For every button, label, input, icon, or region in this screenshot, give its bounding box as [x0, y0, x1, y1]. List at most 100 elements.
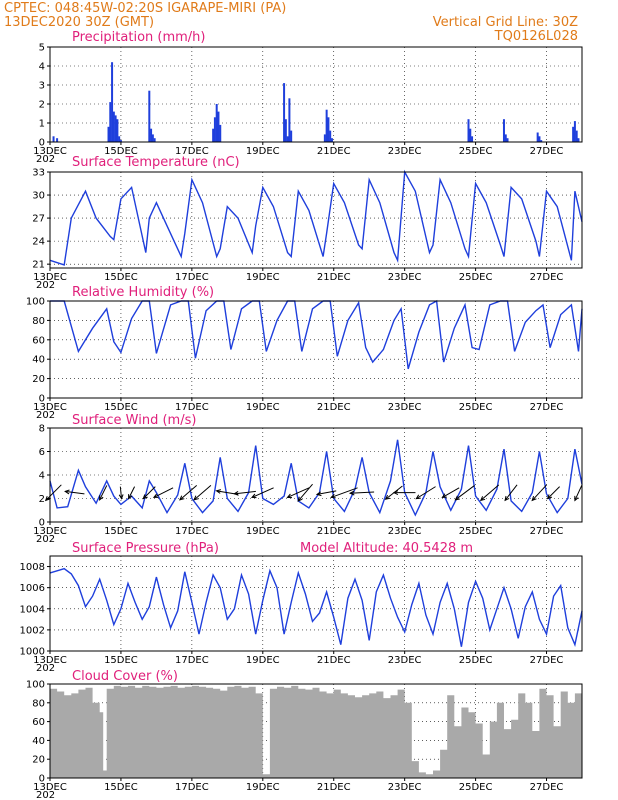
temperature-panel: Surface Temperature (nC) 21 24 27 30 33 13DEC… — [32, 155, 583, 291]
temperature-ytick-label: 30 — [32, 191, 45, 202]
pressure-ytick-label: 1006 — [20, 583, 45, 594]
precip-bar — [212, 128, 215, 142]
wind-arrow-head — [142, 494, 148, 500]
precip-xtick-label: 19DEC — [246, 146, 280, 157]
wind-arrow-head — [574, 495, 579, 502]
wind-arrow-shaft — [331, 487, 358, 498]
temperature-xtick-label: 27DEC — [530, 272, 564, 283]
wind-xtick-label: 21DEC — [317, 526, 351, 537]
wind-arrow — [479, 484, 500, 502]
precip-bar — [504, 134, 507, 142]
header-run-id: TQ0126L028 — [494, 29, 578, 44]
wind-arrow-head — [531, 495, 537, 502]
header-grid-note: Vertical Grid Line: 30Z — [433, 15, 578, 30]
header-date: 13DEC2020 30Z (GMT) — [4, 15, 154, 30]
wind-arrow — [179, 485, 198, 501]
precip-bar — [107, 126, 110, 142]
precip-bar — [290, 130, 293, 142]
temperature-ytick-label: 21 — [32, 260, 45, 271]
cloud-ytick-label: 100 — [26, 680, 45, 691]
pressure-ytick-label: 1002 — [20, 625, 45, 636]
wind-arrow-shaft — [442, 487, 460, 498]
wind-arrow-shaft — [234, 490, 256, 495]
humidity-year-stub: 202 — [36, 410, 55, 421]
precip-xtick-label: 13DEC — [33, 146, 67, 157]
wind-arrow-shaft — [480, 484, 500, 501]
precip-bar — [538, 136, 541, 142]
wind-xtick-label: 15DEC — [104, 526, 138, 537]
wind-xtick-label: 23DEC — [388, 526, 422, 537]
cloud-xtick-label: 15DEC — [104, 782, 138, 793]
cloud-cover-panel: Cloud Cover (%) 0 20 40 60 80 100 13DEC 15DEC 17… — [26, 669, 583, 800]
wind-arrow-shaft — [142, 486, 156, 499]
precip-bar — [577, 138, 580, 142]
precip-bar — [114, 115, 117, 142]
cloud-xtick-label: 21DEC — [317, 782, 351, 793]
precip-xtick-label: 25DEC — [459, 146, 493, 157]
wind-arrow-head — [233, 490, 239, 496]
wind-arrow-head — [415, 494, 421, 500]
pressure-xtick-label: 23DEC — [388, 655, 422, 666]
precip-bar — [111, 62, 114, 143]
precip-bar — [325, 109, 328, 142]
temperature-ytick-label: 27 — [32, 214, 45, 225]
wind-arrow — [152, 487, 174, 498]
cloud-ytick-label: 20 — [32, 755, 45, 766]
wind-arrow — [504, 484, 518, 502]
wind-arrow-head — [152, 493, 159, 498]
cloud-ytick-label: 60 — [32, 717, 45, 728]
wind-xtick-label: 25DEC — [459, 526, 493, 537]
cloud-xtick-label: 27DEC — [530, 782, 564, 793]
wind-ytick-label: 0 — [39, 518, 45, 529]
humidity-series-line — [50, 299, 583, 370]
cloud-xtick-label: 23DEC — [388, 782, 422, 793]
wind-arrow-head — [179, 495, 185, 501]
wind-arrow-head — [286, 493, 293, 499]
wind-arrow — [44, 484, 62, 502]
pressure-year-stub: 202 — [36, 663, 55, 674]
wind-xtick-label: 13DEC — [33, 526, 67, 537]
wind-arrow — [315, 490, 337, 497]
pressure-panel: Surface Pressure (hPa) Model Altitude: 4… — [20, 541, 583, 674]
humidity-xtick-label: 25DEC — [459, 402, 493, 413]
precip-xtick-label: 15DEC — [104, 146, 138, 157]
precip-year-stub: 202 — [36, 154, 55, 165]
temperature-xtick-label: 17DEC — [175, 272, 209, 283]
wind-arrow-shaft — [128, 486, 136, 499]
precip-bar — [540, 140, 543, 142]
wind-arrow — [99, 485, 108, 501]
humidity-xtick-label: 17DEC — [175, 402, 209, 413]
model-altitude-annotation: Model Altitude: 40.5428 m — [300, 541, 473, 556]
precip-bar — [323, 134, 326, 142]
humidity-ytick-label: 40 — [32, 355, 45, 366]
temperature-ytick-label: 33 — [32, 168, 45, 179]
humidity-ytick-label: 100 — [26, 297, 45, 308]
precip-bar — [471, 136, 474, 142]
wind-arrow-head — [118, 494, 124, 500]
precip-ytick-label: 0 — [39, 138, 45, 149]
humidity-ytick-label: 60 — [32, 335, 45, 346]
cloud-area-fill — [50, 685, 582, 778]
wind-arrow — [574, 484, 583, 502]
humidity-xtick-label: 21DEC — [317, 402, 351, 413]
wind-arrow-shaft — [297, 483, 313, 502]
temperature-xtick-label: 13DEC — [33, 272, 67, 283]
wind-xtick-label: 27DEC — [530, 526, 564, 537]
wind-arrow-head — [504, 495, 510, 502]
wind-arrow-head — [193, 495, 199, 501]
precip-bar — [151, 134, 154, 142]
pressure-xtick-label: 19DEC — [246, 655, 280, 666]
humidity-frame — [49, 300, 583, 399]
wind-arrow — [286, 487, 310, 499]
cloud-xtick-label: 25DEC — [459, 782, 493, 793]
precip-bar — [116, 119, 119, 142]
pressure-frame — [49, 555, 583, 652]
precip-bar — [283, 83, 286, 142]
wind-arrow-shaft — [547, 486, 560, 499]
wind-arrow — [128, 486, 136, 500]
temperature-xtick-label: 19DEC — [246, 272, 280, 283]
wind-arrow — [454, 485, 475, 501]
wind-arrow-head — [128, 494, 133, 500]
wind-arrow-head — [384, 494, 391, 500]
